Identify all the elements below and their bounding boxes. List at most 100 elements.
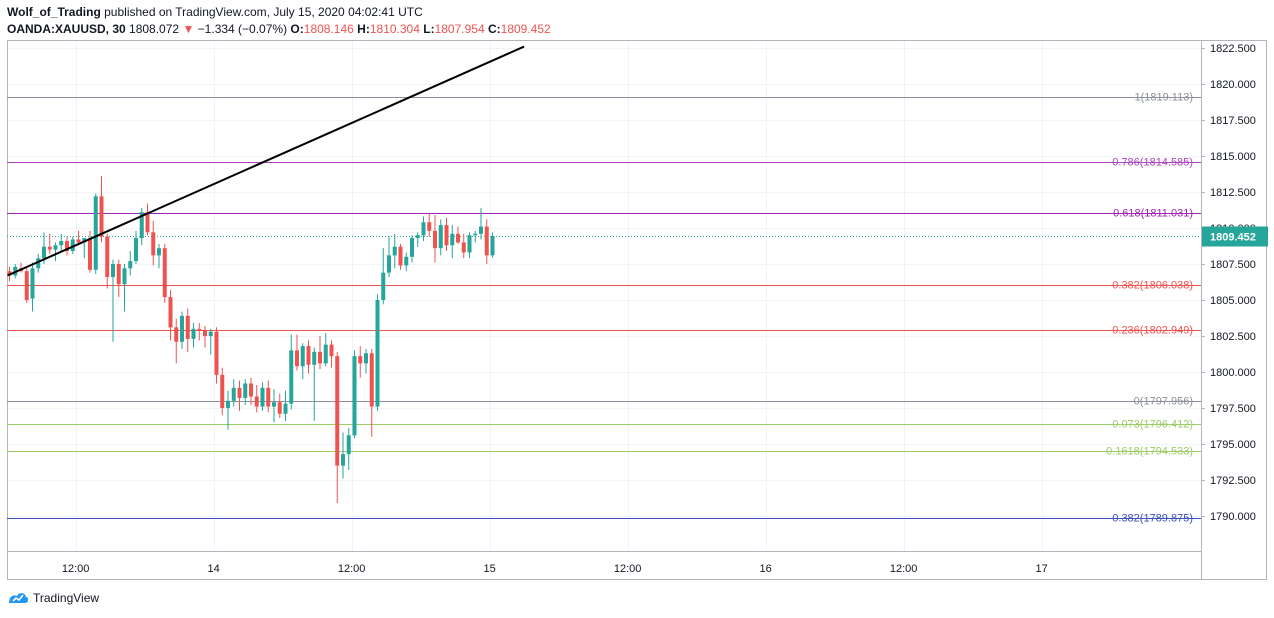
candle-body — [99, 196, 104, 237]
candle-body — [7, 271, 12, 276]
close-label: C: — [487, 22, 501, 36]
candle-body — [174, 327, 179, 342]
time-tick-label: 12:00 — [890, 563, 918, 575]
candle-body — [197, 328, 202, 331]
fib-level-label: 0.618(1811.031) — [1113, 208, 1193, 220]
tradingview-brand[interactable]: TradingView — [33, 591, 100, 605]
price-tick-label: 1797.500 — [1210, 403, 1256, 415]
candle-body — [214, 331, 219, 375]
fib-level-label: 1(1819.113) — [1134, 92, 1193, 104]
candle-body — [128, 261, 133, 269]
fib-level-label: 0.382(1789.875) — [1112, 513, 1193, 525]
candle-body — [312, 351, 317, 365]
candle-body — [398, 246, 403, 266]
candle-body — [479, 226, 483, 234]
time-tick-label: 12:00 — [338, 563, 366, 575]
time-tick-label: 17 — [1036, 563, 1048, 575]
low-value: 1807.954 — [434, 22, 485, 36]
candle-body — [249, 383, 253, 397]
candle-body — [346, 435, 351, 455]
candle-body — [272, 402, 276, 407]
candle-body — [438, 225, 443, 249]
price-tick-label: 1822.500 — [1210, 43, 1256, 55]
candle-body — [467, 235, 472, 253]
candle-body — [260, 387, 265, 407]
candle-body — [335, 356, 340, 466]
candle-body — [404, 256, 409, 266]
candle-body — [433, 230, 437, 249]
candle-body — [306, 346, 311, 365]
candle-body — [329, 344, 334, 357]
fib-level-label: 0.236(1802.949) — [1112, 325, 1193, 337]
candle-body — [93, 196, 98, 270]
price-tick-label: 1807.500 — [1210, 259, 1256, 271]
candle-body — [42, 246, 46, 259]
price-tick-label: 1792.500 — [1210, 475, 1256, 487]
candle-body — [122, 268, 127, 285]
candle-body — [180, 315, 184, 342]
price-tick-label: 1817.500 — [1210, 115, 1256, 127]
candle-body — [421, 222, 426, 236]
tradingview-logo-icon — [9, 593, 29, 603]
candle-body — [473, 233, 478, 236]
candle-body — [59, 240, 64, 246]
low-label: L: — [423, 22, 435, 36]
candle-body — [185, 315, 190, 339]
time-tick-label: 12:00 — [62, 563, 90, 575]
candle-body — [450, 233, 455, 246]
candle-body — [139, 212, 144, 239]
candle-body — [375, 300, 380, 407]
candle-body — [352, 356, 357, 436]
author-name[interactable]: Wolf_of_Trading — [7, 5, 101, 19]
candle-body — [283, 403, 288, 414]
time-tick-label: 15 — [484, 563, 496, 575]
price-change: −1.334 (−0.07%) — [197, 22, 288, 36]
candle-body — [157, 248, 161, 256]
footer: TradingView — [7, 591, 99, 605]
candle-body — [392, 246, 397, 256]
last-price-badge — [1202, 226, 1268, 247]
candle-body — [70, 239, 75, 252]
chart-frame — [7, 40, 1267, 580]
candle-body — [203, 330, 207, 336]
price-tick-label: 1802.500 — [1210, 331, 1256, 343]
time-tick-label: 16 — [760, 563, 772, 575]
close-value: 1809.452 — [500, 22, 551, 36]
price-tick-label: 1820.000 — [1210, 79, 1256, 91]
fib-level-label: 0.073(1796.412) — [1112, 419, 1193, 431]
candle-body — [220, 374, 225, 408]
candle-body — [231, 387, 236, 401]
open-label: O: — [290, 22, 304, 36]
candle-body — [226, 400, 230, 408]
candle-body — [456, 233, 460, 243]
down-arrow-icon: ▼ — [182, 22, 195, 36]
published-text: published on TradingView.com, July 15, 2… — [104, 5, 423, 19]
candle-body — [145, 212, 150, 233]
fib-level-label: 0.1618(1794.533) — [1106, 446, 1193, 458]
candle-body — [410, 238, 414, 257]
high-label: H: — [357, 22, 370, 36]
last-price: 1808.072 — [129, 22, 180, 36]
price-axis-panel — [1202, 41, 1266, 579]
candle-body — [381, 272, 386, 300]
candle-body — [53, 245, 58, 250]
price-tick-label: 1795.000 — [1210, 439, 1256, 451]
candle-body — [266, 387, 271, 407]
price-tick-label: 1812.500 — [1210, 187, 1256, 199]
symbol-label: OANDA:XAUUSD, 30 — [7, 22, 126, 36]
candle-body — [427, 222, 432, 231]
last-price-label: 1809.452 — [1210, 232, 1256, 244]
open-value: 1808.146 — [303, 22, 354, 36]
candle-body — [47, 246, 52, 250]
fib-level-label: 0.786(1814.585) — [1112, 157, 1193, 169]
candle-body — [415, 235, 420, 239]
candle-body — [111, 264, 115, 277]
price-tick-label: 1800.000 — [1210, 367, 1256, 379]
candle-body — [151, 232, 156, 256]
publish-line: Wolf_of_Trading published on TradingView… — [7, 5, 423, 19]
candle-body — [490, 235, 495, 256]
candle-body — [134, 238, 138, 262]
trend-line[interactable] — [7, 45, 525, 277]
fib-level-label: 0.382(1806.038) — [1112, 280, 1193, 292]
